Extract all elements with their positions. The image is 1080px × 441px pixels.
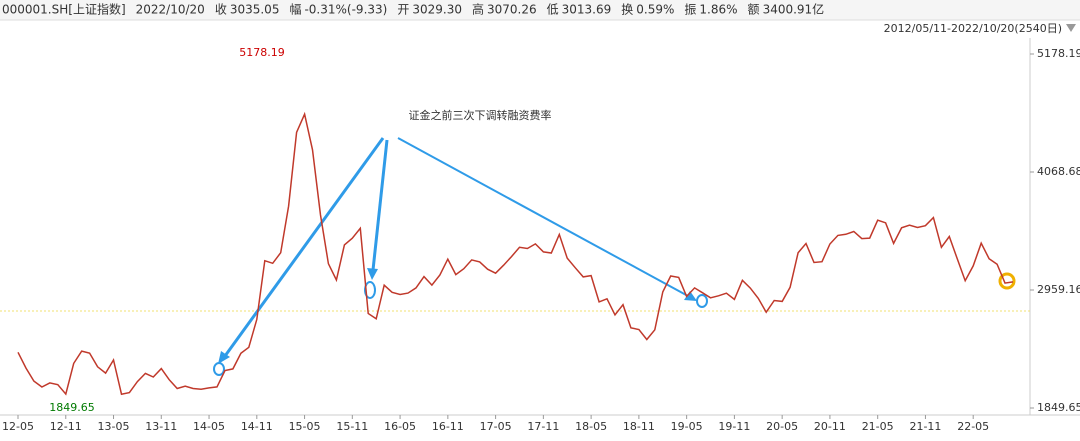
header-label: 收	[215, 3, 227, 17]
annotation: 5178.19	[239, 46, 285, 59]
annotation: 1849.65	[49, 401, 95, 414]
x-tick-label: 20-11	[814, 420, 846, 433]
header-label: 幅	[289, 2, 301, 17]
x-tick-label: 18-05	[575, 420, 607, 433]
x-tick-label: 17-05	[480, 420, 512, 433]
x-tick-label: 13-05	[98, 420, 130, 433]
header-value: 3029.30	[412, 3, 462, 17]
arrow-head	[218, 351, 230, 364]
x-tick-label: 19-05	[671, 420, 703, 433]
header-label: 换	[621, 3, 633, 17]
x-tick-label: 15-05	[289, 420, 321, 433]
y-tick-label: 4068.68	[1037, 165, 1080, 178]
arrow	[371, 139, 389, 271]
marker	[364, 281, 376, 299]
header-value: 3400.91亿	[763, 2, 825, 17]
x-tick-label: 16-05	[384, 420, 416, 433]
x-tick-label: 19-11	[718, 420, 750, 433]
y-tick-label: 5178.19	[1037, 47, 1080, 60]
x-tick-label: 20-05	[766, 420, 798, 433]
header-value: -0.31%(-9.33)	[304, 3, 387, 17]
x-tick-label: 14-11	[241, 420, 273, 433]
header-label: 振	[684, 3, 696, 17]
arrow	[397, 137, 689, 297]
header-value: 0.59%	[636, 3, 674, 17]
header-label: 高	[472, 2, 484, 17]
header-value: 1.86%	[699, 3, 737, 17]
header-label: 开	[397, 3, 409, 17]
marker	[696, 294, 708, 308]
x-tick-label: 22-05	[957, 420, 989, 433]
x-tick-label: 21-11	[909, 420, 941, 433]
marker	[213, 362, 225, 376]
x-tick-label: 18-11	[623, 420, 655, 433]
x-tick-label: 12-11	[50, 420, 82, 433]
range: 2012/05/11-2022/10/20(2540日)	[884, 22, 1062, 35]
arrows	[213, 137, 1016, 376]
x-tick-label: 15-11	[336, 420, 368, 433]
marker	[998, 272, 1016, 290]
arrow-head	[367, 268, 378, 280]
header-value: 3013.69	[562, 3, 612, 17]
price-line	[17, 111, 1014, 396]
x-tick-label: 21-05	[862, 420, 894, 433]
x-tick-label: 13-11	[145, 420, 177, 433]
header-label: 额	[748, 3, 760, 17]
range-dropdown[interactable]	[1066, 24, 1076, 32]
header-value: 000001.SH[上证指数]	[2, 2, 126, 17]
header-bar	[0, 0, 1080, 20]
arrow	[223, 137, 385, 357]
x-tick-label: 16-11	[432, 420, 464, 433]
header-label: 低	[547, 3, 559, 17]
arrow-head	[684, 291, 697, 301]
header-value: 3035.05	[230, 3, 280, 17]
header-value: 2022/10/20	[136, 3, 205, 17]
y-tick-label: 2959.16	[1037, 283, 1080, 296]
annotation: 证金之前三次下调转融资费率	[409, 108, 552, 122]
x-tick-label: 12-05	[2, 420, 34, 433]
y-tick-label: 1849.65	[1037, 401, 1080, 414]
x-tick-label: 17-11	[527, 420, 559, 433]
header-value: 3070.26	[487, 3, 537, 17]
x-tick-label: 14-05	[193, 420, 225, 433]
